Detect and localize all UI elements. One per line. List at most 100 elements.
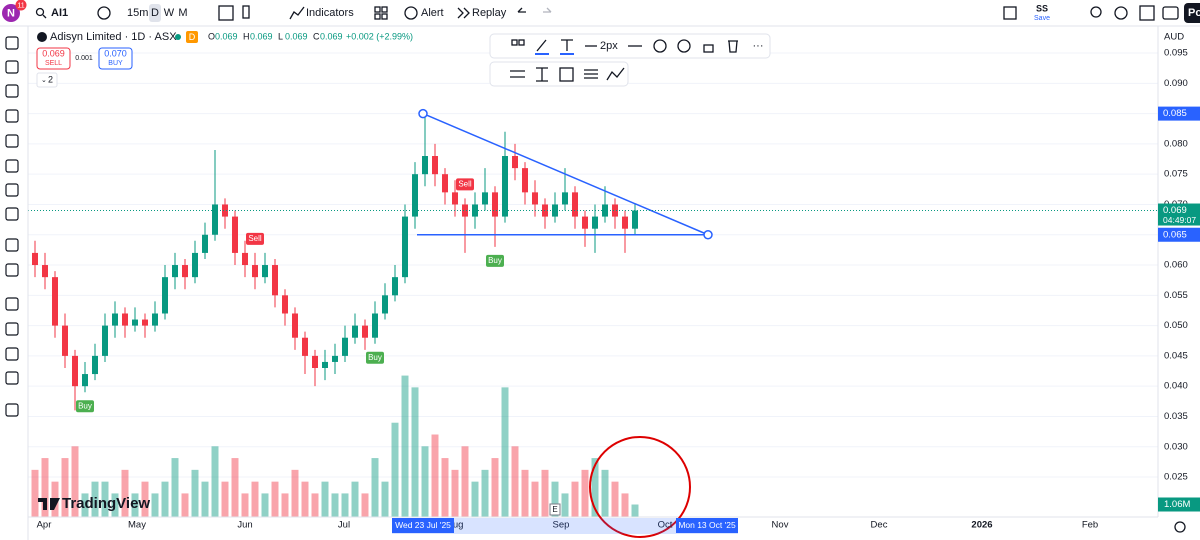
caret: ⌄ xyxy=(41,77,47,84)
volume-bar xyxy=(71,446,79,517)
tool-icon[interactable] xyxy=(5,347,19,361)
icon[interactable] xyxy=(584,69,598,79)
volume-bar xyxy=(411,387,419,517)
badge xyxy=(186,31,198,43)
scale-settings[interactable] xyxy=(1174,521,1186,533)
volume-bar xyxy=(41,458,49,517)
tool-icon[interactable] xyxy=(5,159,19,173)
compare-icon[interactable] xyxy=(97,6,111,20)
candle-body xyxy=(212,204,218,235)
tool-icon[interactable] xyxy=(5,207,19,221)
icon[interactable] xyxy=(536,67,548,82)
alert[interactable]: Alert xyxy=(421,7,444,19)
anchor-point[interactable] xyxy=(418,108,428,119)
range[interactable]: M xyxy=(178,7,187,19)
volume-bar xyxy=(421,446,429,517)
tool-icon[interactable] xyxy=(5,238,19,252)
range[interactable]: W xyxy=(164,7,175,19)
volume-bar xyxy=(61,458,69,517)
volume-bar xyxy=(511,446,519,517)
volume-bar xyxy=(131,493,139,517)
more[interactable]: ··· xyxy=(753,40,764,52)
y-tick-label: 0.050 xyxy=(1164,320,1188,331)
tool-icon[interactable] xyxy=(5,183,19,197)
volume-bar xyxy=(291,469,299,517)
delete[interactable] xyxy=(728,40,738,53)
settings[interactable] xyxy=(653,39,667,53)
settings[interactable] xyxy=(1114,6,1128,20)
volume-bar xyxy=(341,493,349,517)
tool-icon[interactable] xyxy=(5,403,19,417)
candle-body xyxy=(32,252,38,266)
save[interactable]: Save xyxy=(1034,15,1050,22)
indicators-icon[interactable] xyxy=(289,6,305,20)
redo[interactable] xyxy=(543,7,552,13)
indicators-toggle[interactable] xyxy=(36,72,58,88)
candle-body xyxy=(342,337,348,356)
tool-icon[interactable] xyxy=(5,297,19,311)
tool-icon[interactable] xyxy=(5,84,19,98)
alert[interactable] xyxy=(677,39,691,53)
volume-bar xyxy=(491,458,499,517)
tool-icon[interactable] xyxy=(5,322,19,336)
chart-type-icon[interactable] xyxy=(218,5,234,21)
line-color[interactable] xyxy=(536,39,547,52)
volume-bar xyxy=(261,493,269,517)
fullscreen[interactable] xyxy=(1139,5,1155,21)
indicators[interactable]: Indicators xyxy=(306,7,354,19)
tool-icon[interactable] xyxy=(5,60,19,74)
volume-bar xyxy=(101,481,109,517)
candle-body xyxy=(412,174,418,217)
icon[interactable] xyxy=(511,39,518,46)
snapshot[interactable] xyxy=(1162,6,1179,20)
avatar[interactable] xyxy=(2,4,20,22)
buy-button[interactable] xyxy=(98,47,133,70)
replay[interactable]: Replay xyxy=(472,7,507,19)
tool-icon[interactable] xyxy=(5,371,19,385)
buy-price: 0.070 xyxy=(104,48,127,58)
candle-body xyxy=(232,216,238,253)
layout-icon[interactable] xyxy=(374,6,381,13)
volume-bar xyxy=(431,434,439,517)
volume-bar xyxy=(111,493,119,517)
volume-bar xyxy=(331,493,339,517)
tool-icon[interactable] xyxy=(5,109,19,123)
range[interactable]: D xyxy=(151,7,159,19)
x-tick-label: May xyxy=(128,520,146,531)
candle-body xyxy=(172,265,178,278)
volume-bar xyxy=(321,481,329,517)
search-icon[interactable] xyxy=(35,7,45,17)
candle-body xyxy=(552,204,558,217)
icon[interactable] xyxy=(510,70,525,78)
candle-body xyxy=(252,265,258,278)
text-color[interactable] xyxy=(561,39,573,51)
undo[interactable] xyxy=(517,7,526,13)
tool-icon[interactable] xyxy=(5,36,19,50)
quick-search[interactable] xyxy=(1090,6,1102,18)
lock[interactable] xyxy=(703,44,714,53)
tool-icon[interactable] xyxy=(5,134,19,148)
y-tick-label: 0.055 xyxy=(1164,290,1188,301)
sell-button[interactable] xyxy=(36,47,71,70)
publish-button[interactable] xyxy=(1184,3,1200,23)
symbol[interactable]: AI1 xyxy=(51,7,68,19)
alert-icon[interactable] xyxy=(404,6,418,20)
volume-bar xyxy=(541,469,549,517)
candle-body xyxy=(312,355,318,369)
replay-icon[interactable] xyxy=(457,7,470,19)
notification-count: 11 xyxy=(17,2,24,9)
publish: Po xyxy=(1188,7,1200,19)
tool-icon[interactable] xyxy=(5,263,19,277)
icon[interactable] xyxy=(606,67,625,81)
candle-body xyxy=(332,355,338,362)
interval[interactable]: 15m xyxy=(127,7,148,19)
candle-body xyxy=(402,216,408,278)
layout-name[interactable]: SS xyxy=(1036,3,1048,13)
candle-body xyxy=(502,156,508,217)
anchor-point[interactable] xyxy=(703,230,713,240)
x-tick-label: Dec xyxy=(871,520,888,531)
candle-body xyxy=(52,277,58,326)
candle-icon[interactable] xyxy=(242,5,250,19)
layout-icon[interactable] xyxy=(1003,6,1017,20)
icon[interactable] xyxy=(559,67,574,82)
